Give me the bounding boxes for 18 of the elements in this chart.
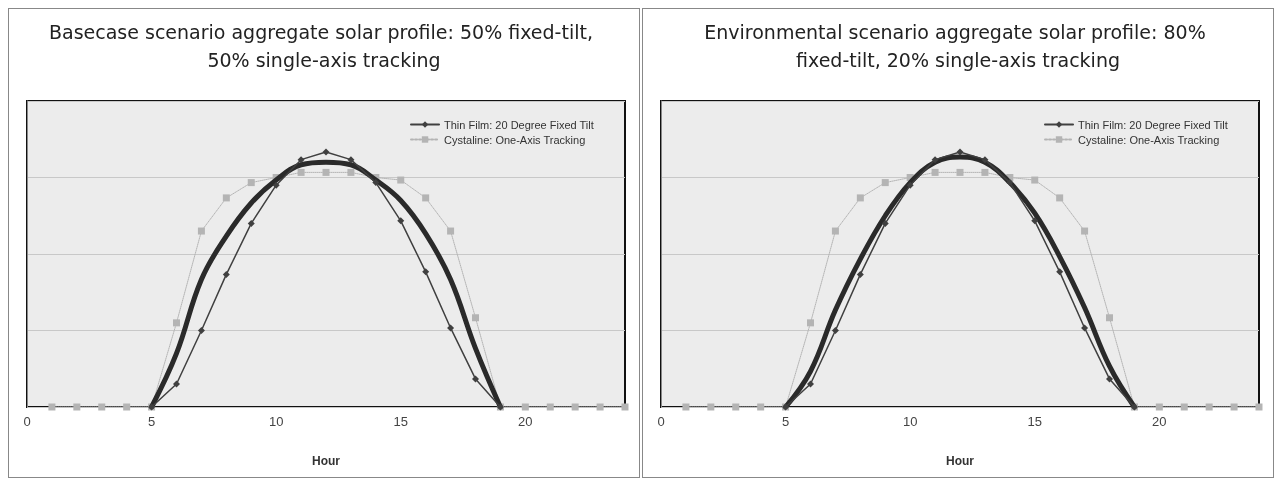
x-axis-title: Hour bbox=[312, 454, 341, 468]
x-tick-label: 0 bbox=[657, 414, 665, 429]
chart-title: Basecase scenario aggregate solar profile: 50% fixed-tilt, 50% single-axis tracking bbox=[49, 21, 599, 71]
x-tick-label: 15 bbox=[393, 414, 408, 429]
x-tick-label: 10 bbox=[268, 414, 284, 429]
x-tick-label: 10 bbox=[902, 414, 918, 429]
x-tick-label: 20 bbox=[1152, 414, 1167, 429]
x-tick-label: 0 bbox=[23, 414, 31, 429]
legend-label: Thin Film: 20 Degree Fixed Tilt bbox=[1078, 118, 1228, 131]
x-axis-title: Hour bbox=[946, 454, 975, 468]
chart-title: Environmental scenario aggregate solar profile: 80% fixed-tilt, 20% single-axis tracking bbox=[704, 21, 1212, 71]
x-tick-label: 20 bbox=[518, 414, 533, 429]
legend-label: Cystaline: One-Axis Tracking bbox=[444, 133, 586, 146]
legend-label: Thin Film: 20 Degree Fixed Tilt bbox=[444, 118, 594, 131]
x-tick-label: 5 bbox=[781, 414, 790, 429]
x-tick-label: 5 bbox=[147, 414, 156, 429]
legend-label: Cystaline: One-Axis Tracking bbox=[1078, 133, 1220, 146]
x-tick-label: 15 bbox=[1027, 414, 1042, 429]
